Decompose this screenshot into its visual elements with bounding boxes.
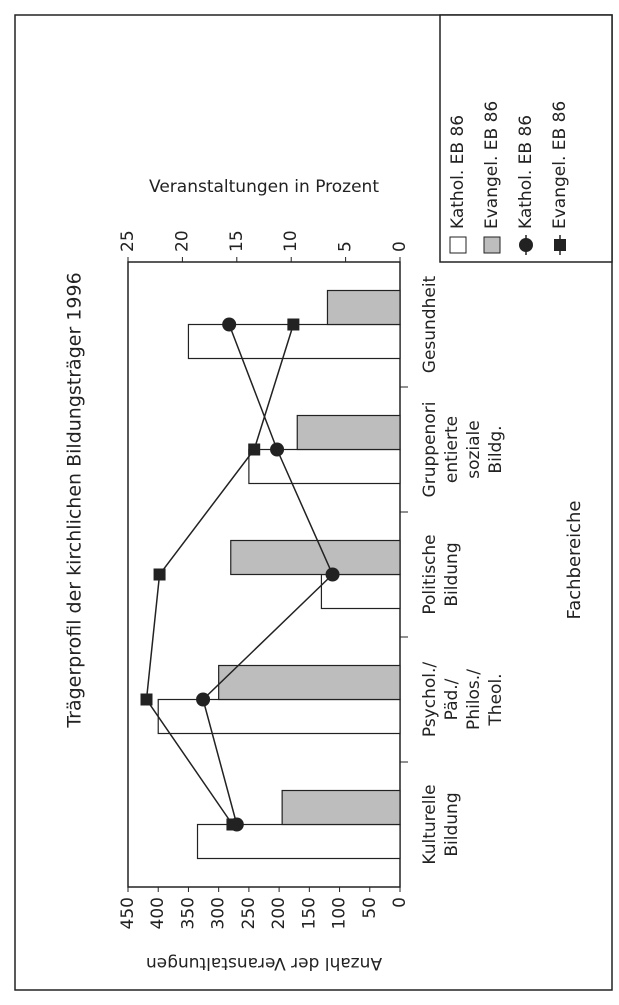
y-tick-label: 450 [118, 897, 138, 929]
line-marker [270, 442, 285, 457]
x-tick-label: Psychol./ [420, 662, 440, 738]
x-axis-label: Fachbereiche [564, 501, 585, 620]
legend-label: Evangel. EB 86 [482, 101, 502, 229]
line-marker [196, 692, 211, 707]
x-tick-label: soziale [464, 420, 484, 479]
bar [230, 539, 401, 576]
y-tick-label: 100 [330, 897, 350, 929]
outer-frame [14, 14, 613, 991]
x-tick-label: Bildg. [486, 425, 506, 473]
y-tick-label: 300 [209, 897, 229, 929]
y2-tick-label: 15 [227, 230, 247, 252]
x-tick-label: Bildung [442, 542, 462, 606]
bar [218, 664, 401, 701]
chart-title: Trägerprofil der kirchlichen Bildungsträ… [64, 272, 86, 728]
legend-marker [554, 239, 566, 251]
line-marker [226, 818, 239, 831]
y-tick-label: 0 [390, 897, 410, 908]
line-marker [287, 318, 300, 331]
bar [248, 448, 401, 485]
x-tick-label: Päd./ [442, 678, 462, 720]
x-tick-label: Philos./ [464, 669, 484, 730]
legend-swatch [483, 236, 501, 254]
x-tick-label: Gesundheit [420, 275, 440, 373]
legend-label: Kathol. EB 86 [516, 115, 536, 229]
y2-tick-label: 5 [336, 241, 356, 252]
y2-tick-label: 10 [281, 230, 301, 252]
y2-tick-label: 25 [118, 230, 138, 252]
line-marker [222, 317, 237, 332]
legend-box [439, 14, 613, 263]
x-tick-label: Politische [420, 534, 440, 614]
bar [326, 289, 401, 326]
x-tick-label: Gruppenori [420, 402, 440, 498]
y-tick-label: 200 [269, 897, 289, 929]
legend-marker [519, 238, 533, 252]
bar [281, 789, 401, 826]
x-tick-label: Kulturelle [420, 784, 440, 864]
y-tick-label: 350 [178, 897, 198, 929]
y-tick-label: 250 [239, 897, 259, 929]
y-tick-label: 400 [148, 897, 168, 929]
line-marker [153, 568, 166, 581]
y-tick-label: 50 [360, 897, 380, 919]
line-marker [248, 443, 261, 456]
legend-label: Kathol. EB 86 [448, 115, 468, 229]
line-marker [325, 567, 340, 582]
y-axis-label: Anzahl der Veranstaltungen [146, 953, 382, 973]
y2-tick-label: 0 [390, 241, 410, 252]
line-marker [140, 693, 153, 706]
y2-axis-label: Veranstaltungen in Prozent [149, 177, 379, 197]
y-tick-label: 150 [299, 897, 319, 929]
bar [157, 698, 401, 735]
x-tick-label: Theol. [486, 673, 506, 726]
x-tick-label: entierte [442, 416, 462, 483]
y2-tick-label: 20 [172, 230, 192, 252]
bar [296, 414, 401, 451]
legend-swatch [449, 236, 467, 254]
chart: Trägerprofil der kirchlichen Bildungsträ… [64, 14, 613, 973]
legend-label: Evangel. EB 86 [550, 101, 570, 229]
x-tick-label: Bildung [442, 792, 462, 856]
